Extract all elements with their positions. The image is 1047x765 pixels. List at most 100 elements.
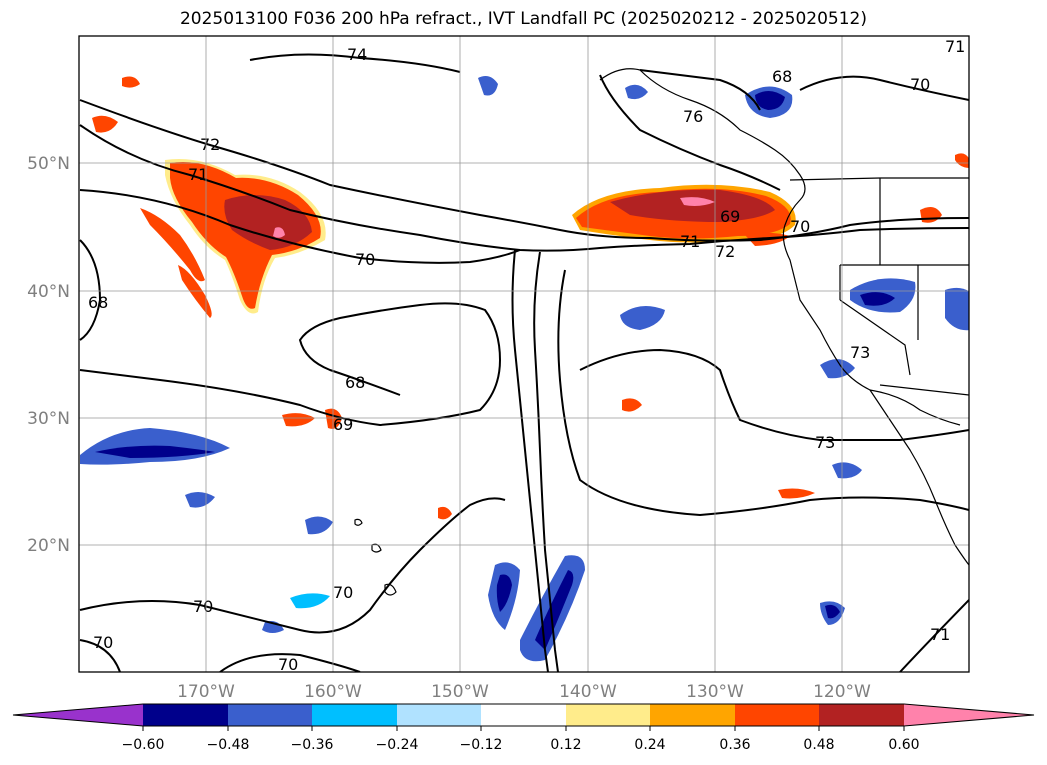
warm-region-small-2 [122,76,140,88]
lon-tick-label: 130°W [686,682,744,702]
blue-region-small-2 [305,516,333,535]
colorbar-segment [650,704,735,726]
lat-tick-label: 50°N [27,154,70,174]
contour-70-south-1 [79,497,506,634]
warm-region-small-1 [92,115,118,133]
latitude-labels: 50°N 40°N 30°N 20°N [27,154,70,556]
colorbar-tick-label: 0.36 [719,737,750,753]
hawaii-island-2 [371,543,382,553]
contour-label: 68 [345,373,365,392]
contour-label: 71 [188,165,208,184]
contour-label: 72 [715,242,735,261]
lat-tick-label: 20°N [27,536,70,556]
colorbar-segment [735,704,819,726]
colorbar: −0.60 −0.48 −0.36 −0.24 −0.12 0.12 0.24 … [12,703,1035,753]
colorbar-tick-label: −0.60 [122,737,165,753]
coastlines [354,68,969,596]
hawaii-island-1 [354,518,363,526]
blue-region-small-1 [185,491,215,508]
contour-72 [79,99,969,242]
warm-region-streak-2 [178,265,212,318]
contour-label: 71 [945,37,965,56]
contour-lines [79,53,969,672]
map-title: 2025013100 F036 200 hPa refract., IVT La… [179,9,867,29]
contour-68-north [639,69,761,111]
contour-74 [249,53,461,73]
contour-73-south [579,348,969,442]
contour-label: 69 [720,207,740,226]
colorbar-tick-label: −0.12 [460,737,503,753]
blue-region-gulf-of-alaska [745,86,793,118]
warm-region-northwest-pacific [165,159,326,314]
contour-70-north [799,75,969,101]
contour-label-group: 74 72 71 70 68 68 69 68 76 70 69 71 72 7… [88,37,965,674]
contour-label: 70 [355,250,375,269]
blue-region-great-basin [850,278,916,313]
warm-region-east-edge [955,153,969,168]
colorbar-segment [819,704,904,726]
contour-label: 76 [683,107,703,126]
colorbar-tick-label: −0.24 [376,737,419,753]
contour-label: 71 [930,625,950,644]
contour-label: 70 [193,597,213,616]
contour-label: 70 [278,655,298,674]
blue-region-hawaii-west [80,428,230,465]
contour-label: 68 [772,67,792,86]
contour-72-vertical [511,249,549,672]
positive-anomaly-shading [92,76,969,520]
gridlines [79,36,969,672]
colorbar-segment [143,704,228,726]
contour-71-vertical [533,251,559,672]
colorbar-segment [481,704,566,726]
contour-label: 70 [910,75,930,94]
colorbar-segment [228,704,312,726]
lon-tick-label: 150°W [431,682,489,702]
contour-label: 73 [815,433,835,452]
contour-73 [557,269,969,517]
blue-region-offshore [620,306,665,330]
contour-70-mid [79,189,521,264]
warm-region-streak-1 [140,208,205,282]
longitude-labels: 170°W 160°W 150°W 140°W 130°W 120°W [177,682,871,702]
colorbar-tick-label: 0.12 [550,737,581,753]
warm-region-small-7 [438,506,452,520]
blue-region-east-edge [945,287,969,331]
warm-region-atmospheric-river [572,184,796,243]
contour-70-east [599,74,781,191]
blue-region-small-3 [290,593,330,609]
lon-tick-label: 120°W [813,682,871,702]
colorbar-tick-label: −0.36 [291,737,334,753]
contour-label: 70 [93,633,113,652]
contour-71-southeast [899,599,969,672]
warm-region-small-5 [622,398,642,412]
blue-region-northeast-1 [478,76,498,96]
warm-region-small-6 [778,488,815,499]
map-background [79,36,969,672]
alaska-coast [599,68,961,426]
contour-label: 74 [347,45,367,64]
negative-anomaly-shading [80,76,969,662]
contour-70-south-3 [219,653,361,672]
state-line-3 [839,299,911,376]
contour-label: 69 [333,415,353,434]
map-frame [78,35,970,673]
blue-region-northeast-2 [625,84,648,100]
blue-region-central-right [520,555,585,662]
contour-71 [79,124,969,252]
lon-tick-label: 140°W [559,682,617,702]
lat-tick-label: 40°N [27,282,70,302]
colorbar-segment [566,704,650,726]
lon-tick-label: 170°W [177,682,235,702]
contour-label: 68 [88,293,108,312]
colorbar-tick-label: 0.24 [634,737,665,753]
contour-70-west [79,239,102,341]
contour-label: 71 [680,232,700,251]
warm-region-small-3 [282,413,315,427]
colorbar-left-extension [13,704,143,726]
baja-coast [869,389,969,566]
contour-label: 70 [790,217,810,236]
contour-label: 73 [850,343,870,362]
contour-68-west [79,302,502,427]
colorbar-tick-label: 0.60 [888,737,919,753]
